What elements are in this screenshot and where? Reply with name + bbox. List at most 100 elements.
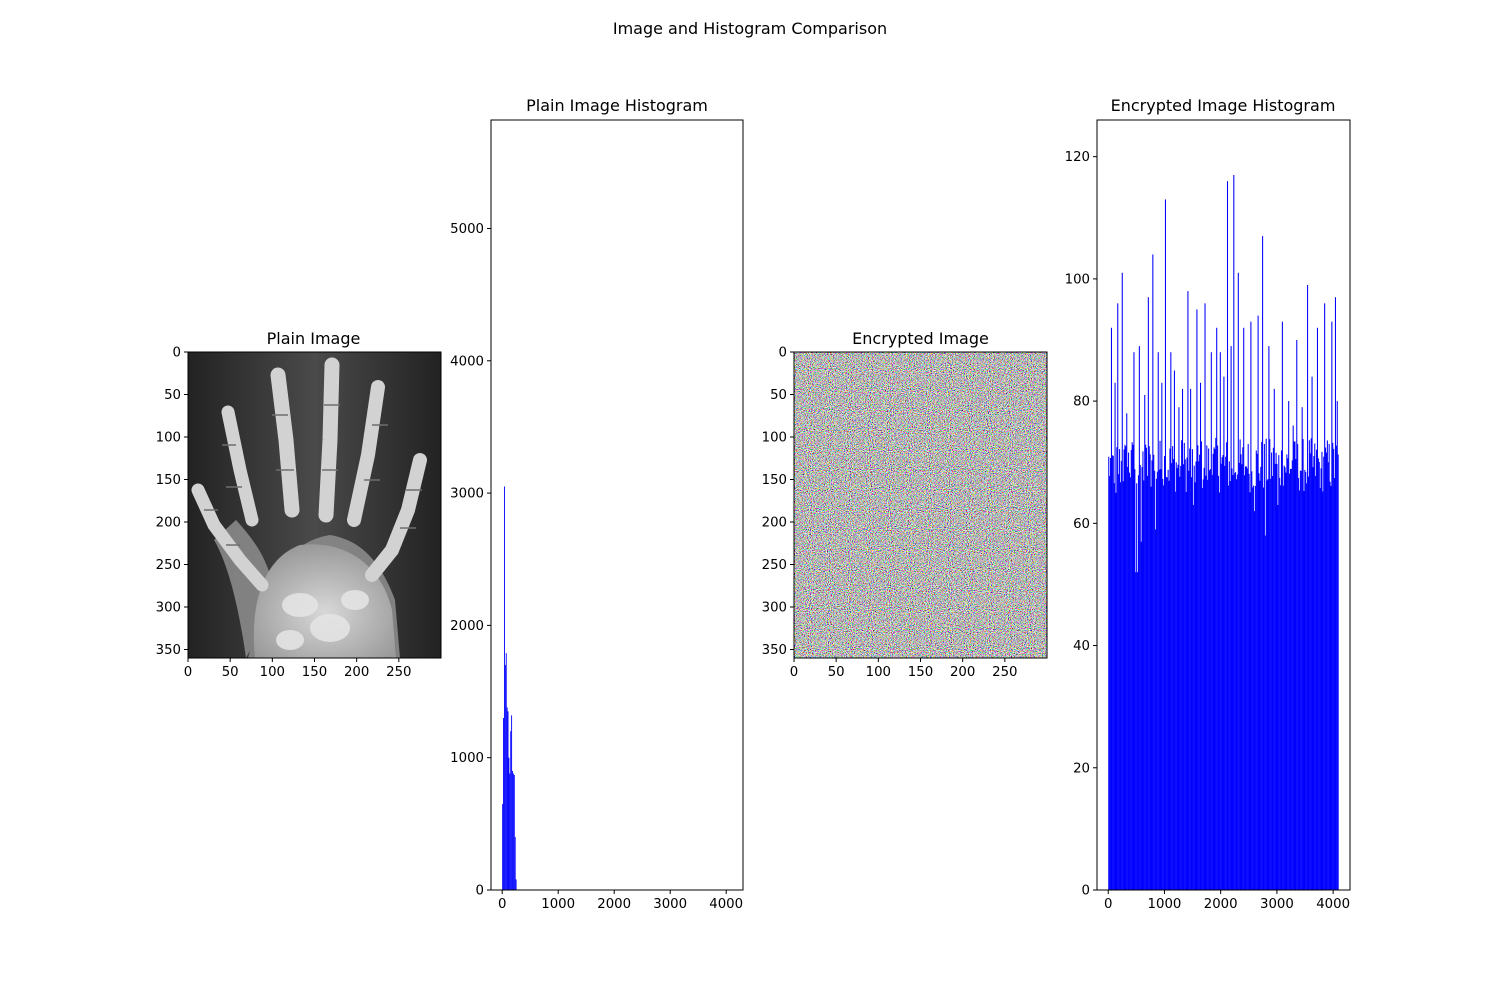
encrypted-histogram-bar	[1195, 461, 1197, 890]
encrypted-histogram-bar	[1220, 463, 1222, 890]
encrypted-histogram-bar	[1119, 449, 1121, 890]
encrypted-histogram-bar	[1196, 309, 1198, 890]
plain-image-ytick-label: 250	[156, 558, 181, 573]
encrypted-image-ytick-label: 250	[762, 558, 787, 573]
encrypted-histogram-bar	[1278, 455, 1280, 890]
encrypted-histogram-bar	[1172, 446, 1174, 890]
encrypted-histogram-bar	[1302, 439, 1304, 890]
encrypted-histogram-bar	[1298, 477, 1300, 890]
encrypted-histogram-bar	[1207, 479, 1209, 890]
encrypted-histogram-bar	[1307, 285, 1309, 890]
plain-image-xtick-label: 50	[222, 665, 239, 680]
encrypted-histogram-bar	[1188, 470, 1190, 890]
encrypted-histogram-bar	[1331, 321, 1333, 891]
encrypted-histogram-bar	[1243, 327, 1245, 890]
encrypted-histogram-bar	[1146, 475, 1148, 890]
encrypted-image-axes: Encrypted Image 0 50 100 150 200 250 0 50 100 150…	[762, 329, 1048, 680]
encrypted-histogram-ytick-label: 40	[1073, 639, 1090, 654]
encrypted-image-ytick-label: 0	[779, 346, 787, 361]
encrypted-histogram-bar	[1198, 461, 1200, 890]
encrypted-histogram-bar	[1285, 472, 1287, 890]
encrypted-histogram-bar	[1150, 486, 1152, 890]
encrypted-histogram-bar	[1283, 465, 1285, 890]
encrypted-histogram-bar	[1108, 456, 1110, 890]
encrypted-histogram-bar	[1252, 487, 1254, 890]
encrypted-histogram-xtick-label: 0	[1104, 897, 1112, 912]
encrypted-histogram-bar	[1280, 450, 1283, 890]
encrypted-histogram-bar	[1182, 464, 1184, 890]
encrypted-image-xtick-label: 150	[908, 665, 933, 680]
plain-histogram-xtick-label: 4000	[709, 897, 743, 912]
encrypted-histogram-bar	[1275, 452, 1277, 890]
encrypted-histogram-bar	[1226, 181, 1229, 891]
encrypted-image-ytick-label: 100	[762, 431, 787, 446]
encrypted-histogram-xtick-label: 3000	[1260, 897, 1294, 912]
encrypted-histogram-bar	[1325, 447, 1327, 890]
encrypted-histogram-bar	[1256, 453, 1258, 890]
encrypted-histogram-bar	[1277, 505, 1279, 890]
encrypted-histogram-ytick-label: 100	[1065, 272, 1090, 287]
encrypted-histogram-bar	[1192, 505, 1194, 890]
plain-image-xtick-label: 0	[184, 665, 192, 680]
encrypted-histogram-bar	[1111, 455, 1113, 890]
plain-histogram-bar	[512, 770, 513, 890]
encrypted-histogram-bar	[1112, 455, 1114, 890]
encrypted-histogram-bar	[1337, 454, 1339, 890]
plain-histogram-xtick-label: 3000	[653, 897, 687, 912]
encrypted-histogram-bar	[1164, 456, 1166, 890]
encrypted-histogram-bar	[1282, 485, 1284, 890]
encrypted-histogram-bar	[1212, 453, 1214, 890]
encrypted-histogram-bar	[1194, 482, 1196, 890]
encrypted-histogram-bar	[1335, 445, 1337, 890]
encrypted-image-xtick-label: 250	[992, 665, 1017, 680]
encrypted-histogram-bar	[1228, 461, 1230, 890]
plain-image-title: Plain Image	[267, 329, 361, 348]
encrypted-histogram-bar	[1238, 462, 1240, 890]
plain-histogram-bar	[515, 879, 517, 890]
encrypted-histogram-bar	[1270, 478, 1272, 890]
plain-image-ytick-label: 100	[156, 431, 181, 446]
encrypted-histogram-bar	[1120, 460, 1122, 890]
plain-histogram-bar	[509, 773, 511, 890]
encrypted-histogram-bar	[1113, 483, 1115, 890]
encrypted-histogram-bar	[1294, 441, 1296, 890]
encrypted-histogram-title: Encrypted Image Histogram	[1111, 96, 1336, 115]
plain-histogram-bar	[511, 715, 513, 890]
encrypted-histogram-bar	[1133, 352, 1135, 890]
encrypted-histogram-bar	[1124, 444, 1126, 890]
plain-histogram-bars	[502, 486, 517, 890]
encrypted-histogram-bar	[1193, 465, 1195, 890]
encrypted-histogram-bar	[1237, 272, 1239, 890]
encrypted-histogram-bar	[1269, 439, 1271, 890]
encrypted-histogram-bar	[1213, 447, 1215, 890]
encrypted-histogram-bar	[1142, 451, 1144, 890]
encrypted-histogram-bar	[1204, 303, 1206, 890]
plain-image-xray	[188, 352, 441, 658]
encrypted-histogram-bar	[1273, 388, 1275, 890]
plain-image-ytick-label: 0	[173, 346, 181, 361]
encrypted-histogram-bar	[1309, 453, 1311, 890]
encrypted-histogram-bar	[1240, 454, 1242, 890]
encrypted-histogram-bar	[1128, 472, 1130, 890]
encrypted-histogram-bar	[1140, 541, 1142, 890]
plain-histogram-bar	[512, 773, 514, 890]
encrypted-histogram-bar	[1222, 455, 1224, 890]
encrypted-histogram-bar	[1171, 463, 1173, 890]
encrypted-histogram-bar	[1143, 480, 1145, 890]
encrypted-histogram-bar	[1139, 465, 1141, 890]
encrypted-histogram-bar	[1216, 327, 1218, 890]
encrypted-histogram-bar	[1288, 401, 1290, 890]
plain-image-axes: Plain Image	[156, 329, 442, 680]
encrypted-histogram-bar	[1135, 572, 1137, 890]
plain-image-xtick-label: 100	[260, 665, 285, 680]
encrypted-histogram-bar	[1245, 466, 1247, 890]
encrypted-histogram-bar	[1281, 321, 1283, 891]
plain-histogram-bar	[505, 653, 507, 890]
encrypted-histogram-bar	[1208, 470, 1211, 890]
encrypted-histogram-bar	[1325, 452, 1327, 890]
encrypted-histogram-bar	[1145, 444, 1147, 890]
encrypted-histogram-bar	[1175, 462, 1177, 890]
encrypted-histogram-bar	[1279, 477, 1281, 890]
plain-image-xtick-label: 250	[386, 665, 411, 680]
plain-histogram-bar	[513, 774, 515, 890]
